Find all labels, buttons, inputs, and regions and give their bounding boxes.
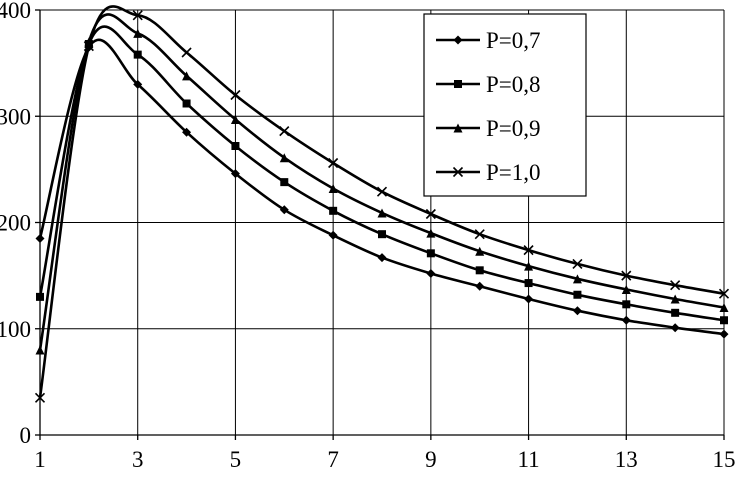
x-marker [425,208,436,220]
diamond-marker [133,79,143,89]
square-marker [133,50,142,59]
x-marker [230,89,241,101]
triangle-marker [453,123,463,133]
legend: P=0,7 P=0,8 P=0,9 P=1,0 [423,13,587,197]
triangle-marker [426,228,436,238]
triangle-marker [230,114,240,124]
triangle-marker [670,294,680,304]
diamond-marker [670,323,680,333]
diamond-marker [621,315,631,325]
x-marker [83,41,94,52]
series-line [38,38,725,336]
square-marker [36,292,44,301]
series-line [38,25,725,322]
square-marker [426,249,435,258]
legend-label: P=0,9 [486,116,541,141]
x-marker [34,392,46,403]
diamond-marker [230,169,240,179]
square-marker [231,142,240,150]
x-tick-label: 3 [132,447,144,472]
x-marker [718,288,730,299]
x-tick-label: 9 [425,447,437,472]
series-P=1,0 [34,5,730,403]
legend-box [423,13,587,197]
x-marker [523,245,534,256]
square-marker [378,230,386,239]
x-tick-label: 1 [34,447,46,472]
diamond-marker [182,127,192,137]
axes [35,9,725,440]
diamond-marker [426,269,436,278]
legend-item: P=0,8 [436,72,541,97]
x-tick-label: 7 [327,447,339,472]
square-marker [573,290,582,299]
square-marker [280,178,289,187]
square-marker [671,308,680,317]
diamond-marker [719,329,729,339]
x-marker [452,166,464,178]
diamond-marker [377,253,387,263]
triangle-marker [524,261,534,271]
square-marker [329,206,338,215]
legend-item: P=1,0 [436,160,541,185]
triangle-marker [719,303,729,312]
x-marker [670,280,681,291]
y-tick-label: 300 [0,104,31,129]
diamond-marker [475,281,485,291]
square-marker [454,80,462,88]
series-line [38,5,725,398]
square-marker [182,99,191,108]
x-tick-labels: 1 3 5 7 9 11 13 15 [34,447,735,472]
diamond-marker [572,306,582,316]
square-marker [475,266,484,275]
y-tick-labels: 0 100 200 300 400 [0,0,31,448]
x-marker [132,10,143,21]
x-marker [572,258,583,270]
triangle-marker [182,71,192,81]
diamond-marker [279,205,289,215]
square-marker [720,316,728,325]
y-tick-label: 100 [0,317,31,342]
legend-label: P=1,0 [486,160,541,185]
x-tick-label: 5 [230,447,242,472]
triangle-marker [328,184,338,193]
x-marker [181,47,192,58]
legend-label: P=0,7 [486,28,541,53]
x-tick-label: 13 [615,447,638,472]
diamond-marker [524,294,534,304]
square-marker [524,279,533,288]
triangle-marker [35,345,45,355]
x-marker [474,229,485,240]
legend-item: P=0,9 [436,116,541,141]
series-P=0,7 [35,38,729,339]
x-tick-label: 15 [713,447,736,472]
legend-item: P=0,7 [436,28,541,53]
y-tick-label: 0 [20,423,32,448]
triangle-marker [279,153,289,163]
diamond-marker [328,230,338,240]
series-P=0,9 [35,13,729,355]
triangle-marker [133,28,143,38]
x-marker [376,186,388,197]
legend-label: P=0,8 [486,72,541,97]
x-marker [621,270,632,281]
triangle-marker [572,274,582,284]
square-marker [622,300,631,309]
x-marker [279,126,290,137]
triangle-marker [475,246,485,256]
triangle-marker [377,208,387,218]
diamond-marker [35,233,45,243]
y-tick-label: 200 [0,211,31,236]
series-line [38,13,725,351]
x-tick-label: 11 [517,447,539,472]
y-tick-label: 400 [0,0,31,23]
diamond-marker [453,35,463,45]
x-marker [328,157,339,169]
triangle-marker [621,284,631,294]
